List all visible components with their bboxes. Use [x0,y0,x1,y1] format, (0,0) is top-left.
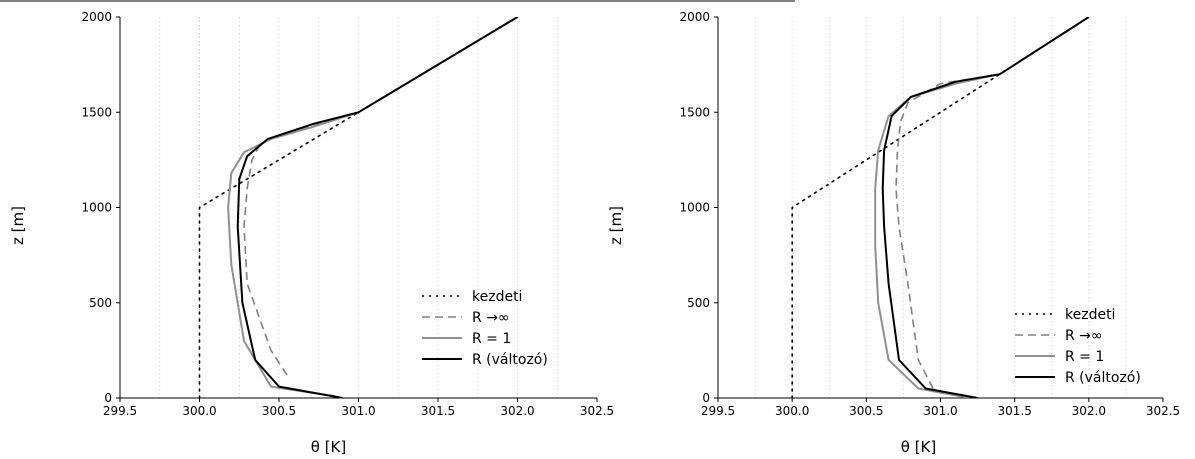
chart-1-series-2-line [895,73,1000,389]
chart-1-series-1-line [791,17,1090,398]
chart-0-x-tick-label: 299.5 [103,404,137,418]
chart-0-x-tick-label: 302.0 [500,404,534,418]
chart-0-x-axis-label: θ [K] [311,438,347,456]
chart-1-legend: kezdeti R →∞ R = 1 R (változó) [1015,307,1141,386]
chart-1-y-tick-label: 0 [702,391,710,405]
chart-1-x-tick-label: 301.5 [997,404,1031,418]
chart-1-legend-label-3: R = 1 [1065,349,1104,365]
chart-0-legend-label-4: R (változó) [472,352,548,368]
chart-right: 299.5 300.0 300.5 301.0 301.5 302.0 302.5 0 500 1… [607,10,1180,456]
chart-0-y-tick-label: 500 [89,296,112,310]
chart-0-x-tick-label: 302.5 [580,404,614,418]
chart-1-x-tick-label: 302.5 [1146,404,1180,418]
chart-0-x-tick-label: 300.5 [262,404,296,418]
chart-1-x-axis-label: θ [K] [901,438,937,456]
chart-0-legend: kezdeti R →∞ R = 1 R (változó) [422,289,548,368]
chart-1-series-4-line [881,17,1090,398]
chart-1-y-tick-label: 1500 [679,105,710,119]
chart-1-legend-label-2: R →∞ [1065,328,1103,344]
chart-1-y-tick-label: 500 [687,296,710,310]
chart-0-x-tick-label: 300.0 [182,404,216,418]
chart-1-x-tick-label: 302.0 [1072,404,1106,418]
chart-0-y-tick-label: 2000 [81,10,112,24]
chart-1-series-3-line [874,73,1001,398]
chart-1-legend-label-1: kezdeti [1065,307,1115,323]
chart-0-x-tick-label: 301.0 [341,404,375,418]
chart-0-y-axis-label: z [m] [9,206,27,245]
chart-1-legend-label-4: R (változó) [1065,370,1141,386]
chart-1-x-tick-label: 299.5 [701,404,735,418]
chart-1-x-tick-label: 300.0 [775,404,809,418]
chart-1-x-tick-label: 300.5 [849,404,883,418]
chart-left: 299.5 300.0 300.5 301.0 301.5 302.0 302.5 0 500 1… [9,10,614,456]
chart-0-y-tick-label: 0 [104,391,112,405]
chart-0-x-tick-label: 301.5 [421,404,455,418]
chart-0-axes [119,17,597,399]
chart-0-y-tick-label: 1000 [81,201,112,215]
chart-0-legend-label-2: R →∞ [472,310,510,326]
chart-1-y-tick-label: 1000 [679,201,710,215]
chart-0-legend-label-3: R = 1 [472,331,511,347]
chart-0-series-4-line [236,17,519,398]
chart-1-x-tick-label: 301.0 [923,404,957,418]
chart-0-series-1-line [198,17,519,398]
chart-1-y-axis-label: z [m] [607,206,625,245]
chart-0-legend-label-1: kezdeti [472,289,522,305]
chart-1-y-tick-label: 2000 [679,10,710,24]
chart-0-y-tick-label: 1500 [81,105,112,119]
chart-0-series-2-line [243,111,359,376]
